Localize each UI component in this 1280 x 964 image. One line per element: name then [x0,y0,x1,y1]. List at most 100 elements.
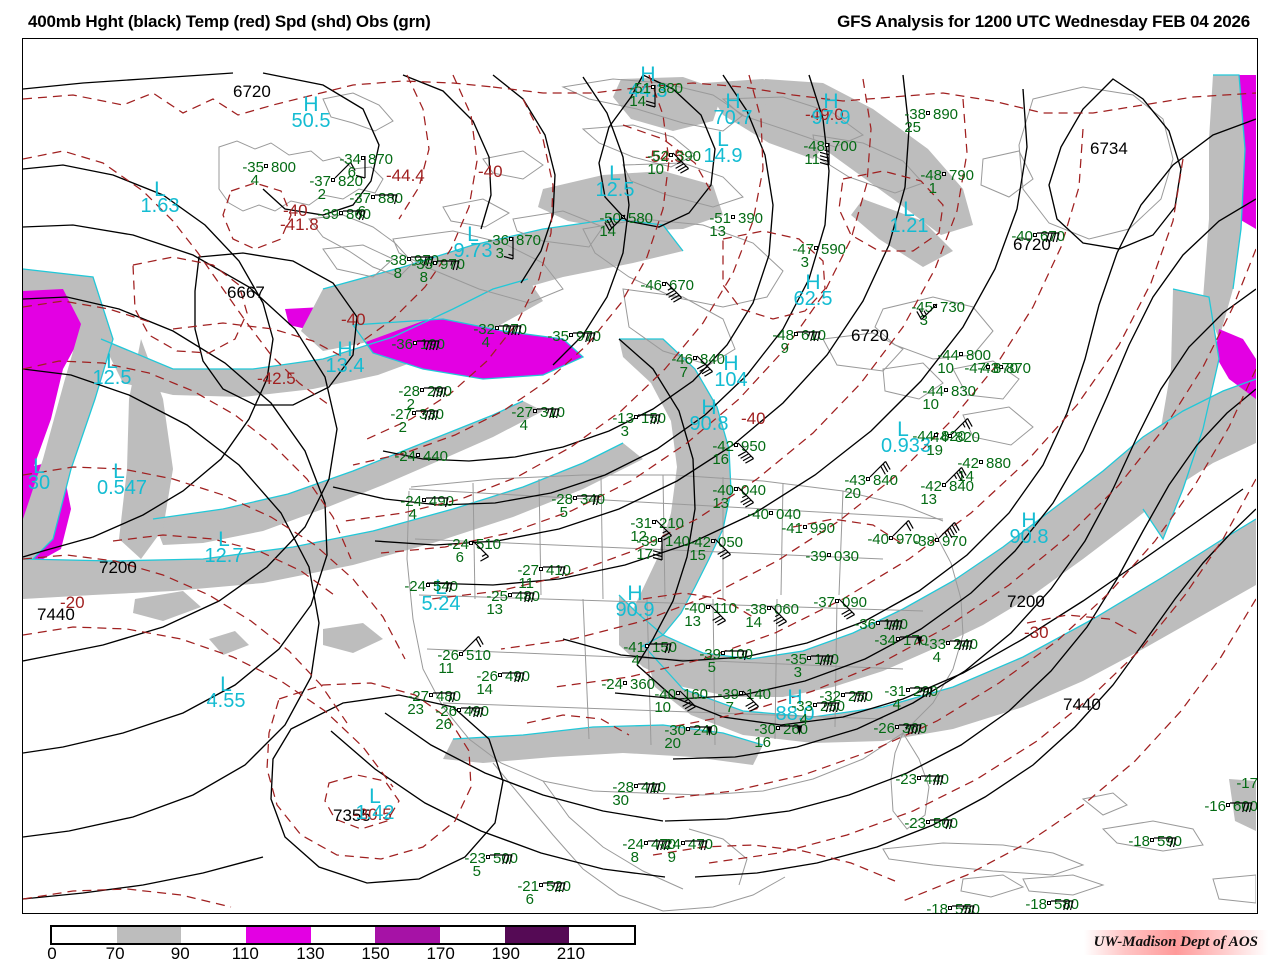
station-dewpoint-depression: 4 [250,172,259,189]
station-plot-dot [429,693,433,697]
station-temperature: -40 [654,686,676,703]
station-temperature: -27 [517,562,539,579]
station-plot-dot [721,651,725,655]
station-plot-dot [935,538,939,542]
station-dewpoint-depression: 4 [631,652,640,669]
colorbar-tick-0: 0 [47,944,57,963]
station-height: 050 [718,534,744,551]
station-plot-dot [734,487,738,491]
station-plot-dot [412,411,416,415]
station-temperature: -32 [819,688,841,705]
station-height: 970 [942,533,968,550]
station-dewpoint-depression: 14 [476,681,493,698]
station-temperature: -33 [924,636,946,653]
height-contour-label: 6720 [851,326,889,345]
station-plot-dot [498,673,502,677]
station-height: 060 [774,601,800,618]
station-plot-dot [469,541,473,545]
station-height: 160 [683,686,709,703]
station-dewpoint-depression: 7 [679,364,688,381]
station-temperature: -37 [309,173,331,190]
map-svg [23,72,1256,912]
colorbar-band-130-150 [310,927,376,943]
temperature-contour-label: -20 [60,593,85,612]
station-dewpoint-depression: 11 [438,660,454,677]
station-plot-dot [1150,838,1154,842]
station-height: 090 [842,594,868,611]
station-temperature: -36 [391,336,413,353]
colorbar-tick-210: 210 [556,944,586,963]
station-dewpoint-depression: 13 [709,223,726,240]
station-plot-dot [539,883,543,887]
station-temperature: -48 [803,138,825,155]
station-height: 840 [949,478,975,495]
station-plot-dot [942,483,946,487]
station-temperature: -28 [551,491,573,508]
chart-header: 400mb Hght (black) Temp (red) Spd (shd) … [0,0,1280,36]
station-dewpoint-depression: 11 [804,151,820,168]
station-temperature: -35 [242,159,264,176]
station-dewpoint-depression: 3 [919,312,928,329]
station-plot-dot [706,605,710,609]
station-temperature: -23 [904,815,926,832]
station-dewpoint-depression: 4 [481,334,490,351]
station-dewpoint-depression: 6 [455,549,464,566]
station-plot-dot [807,656,811,660]
station-temperature: -18 [1025,896,1047,913]
station-plot-dot [895,725,899,729]
station-height: 870 [993,360,1019,377]
station-plot-dot [767,606,771,610]
station-height: 510 [476,536,502,553]
station-plot-dot [433,261,437,265]
temperature-contour-label: -40 [341,310,366,329]
windspeed-min-marker: L 1.63 [140,178,180,218]
station-plot-dot [686,727,690,731]
station-dewpoint-depression: 15 [689,547,706,564]
station-height: 880 [986,455,1012,472]
station-plot-dot [569,333,573,337]
station-height: 040 [741,482,767,499]
station-temperature: -27 [390,406,412,423]
station-dewpoint-depression: 13 [920,491,937,508]
station-plot-dot [979,460,983,464]
colorbar-tick-170: 170 [426,944,455,963]
height-contour-label: 6667 [227,283,265,302]
colorbar-band-90-110 [181,927,247,943]
station-plot-dot [917,776,921,780]
station-temperature: -21 [517,878,539,895]
station-plot-dot [906,688,910,692]
station-temperature: -46 [640,277,662,294]
station-plot-dot [776,726,780,730]
station-plot-dot [1226,803,1230,807]
chart-title-right: GFS Analysis for 1200 UTC Wednesday FEB … [837,12,1250,31]
station-plot-dot [841,693,845,697]
station-temperature: -32 [473,321,495,338]
temperature-contour-label: -30 [1024,623,1049,642]
station-dewpoint-depression: 2 [406,396,415,413]
station-plot-dot [769,511,773,515]
station-plot-dot [944,388,948,392]
station-dewpoint-depression: 5 [707,659,716,676]
station-temperature: -36 [854,616,876,633]
station-dewpoint-depression: 3 [793,664,802,681]
station-temperature: -44 [912,428,934,445]
temperature-contour-layer [23,74,1256,908]
station-height: 390 [676,148,702,165]
station-height: 140 [746,686,772,703]
station-height: 830 [951,383,977,400]
station-temperature: -24 [601,676,623,693]
station-temperature: -18 [1128,833,1150,850]
station-plot-dot [986,365,990,369]
station-plot-dot [573,496,577,500]
station-temperature: -43 [844,472,866,489]
station-height: 550 [955,901,981,914]
station-temperature: -38 [385,252,407,269]
station-temperature: -42 [689,534,711,551]
station-temperature: -40 [1011,228,1033,245]
station-plot-dot [827,553,831,557]
station-plot-dot [539,567,543,571]
station-temperature: -35 [547,328,569,345]
station-temperature: -24 [622,836,644,853]
station-plot-dot [896,637,900,641]
colorbar-band-70-90 [116,927,182,943]
